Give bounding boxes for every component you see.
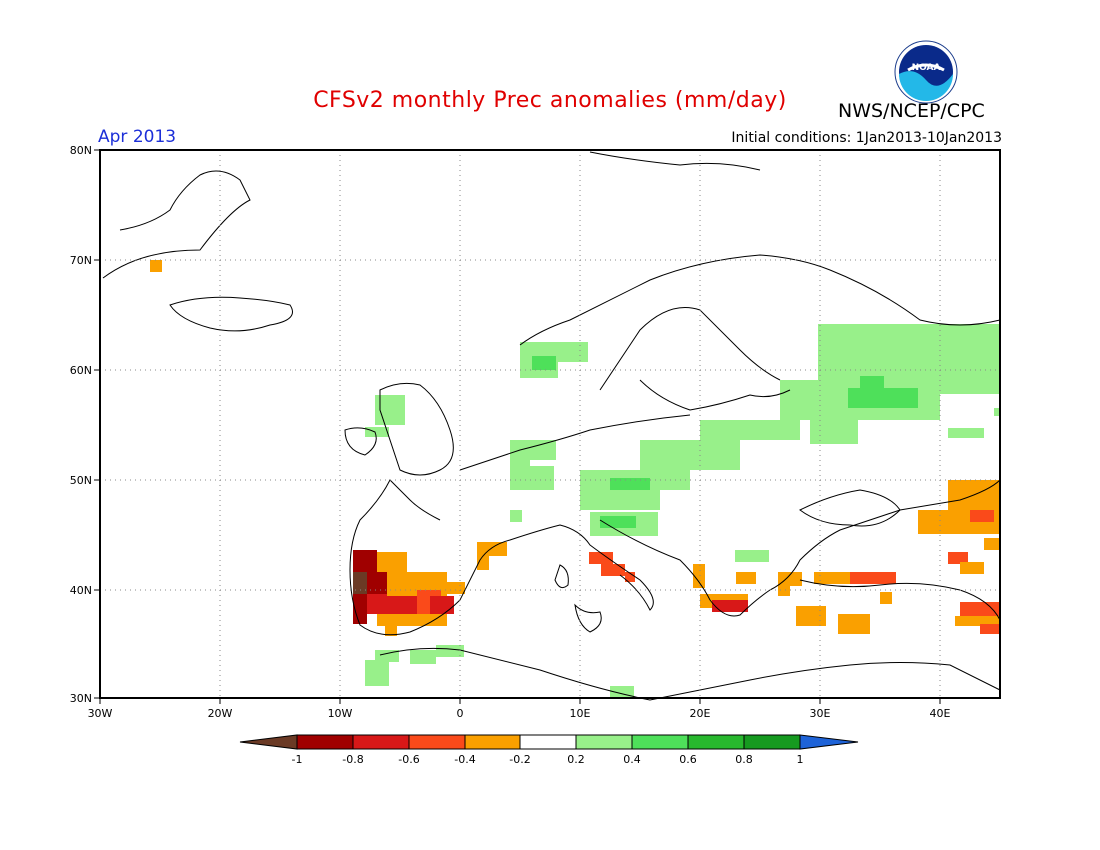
map-title: CFSv2 monthly Prec anomalies (mm/day) <box>313 88 787 113</box>
coastlines <box>102 151 1001 701</box>
colorbar-arrow-low <box>239 734 298 750</box>
colorbar-tick: -0.2 <box>509 753 530 766</box>
logo-text: NOAA <box>912 63 941 73</box>
lat-label: 30N <box>70 692 92 705</box>
lat-label: 40N <box>70 584 92 597</box>
lon-label: 40E <box>930 707 951 720</box>
noaa-logo-icon: NOAA <box>894 40 958 108</box>
anomaly-shading <box>150 260 1000 698</box>
colorbar-swatch <box>464 734 521 750</box>
colorbar-swatch <box>687 734 745 750</box>
colorbar-arrow-high <box>799 734 859 750</box>
colorbar-labels: -1 -0.8 -0.6 -0.4 -0.2 0.2 0.4 0.6 0.8 1 <box>292 753 804 766</box>
map-frame <box>99 149 1001 699</box>
lon-label: 20W <box>208 707 233 720</box>
forecast-month: Apr 2013 <box>98 127 177 147</box>
colorbar-swatch <box>743 734 801 750</box>
lat-label: 70N <box>70 254 92 267</box>
colorbar-swatch <box>519 734 577 750</box>
lat-label: 80N <box>70 144 92 157</box>
colorbar-tick: 1 <box>797 753 804 766</box>
initial-conditions: Initial conditions: 1Jan2013-10Jan2013 <box>731 130 1002 146</box>
colorbar-swatch <box>575 734 633 750</box>
colorbar-tick: 0.4 <box>623 753 641 766</box>
colorbar-tick: -0.8 <box>342 753 363 766</box>
lat-label: 60N <box>70 364 92 377</box>
graticule <box>100 150 1000 698</box>
lon-label: 10W <box>328 707 353 720</box>
lat-label: 50N <box>70 474 92 487</box>
colorbar-swatch <box>296 734 354 750</box>
longitude-labels: 30W 20W 10W 0 10E 20E 30E 40E <box>88 707 951 720</box>
colorbar-swatch <box>352 734 410 750</box>
latitude-labels: 80N 70N 60N 50N 40N 30N <box>70 144 92 705</box>
lon-label: 30E <box>810 707 831 720</box>
colorbar <box>239 734 859 750</box>
colorbar-swatch <box>408 734 466 750</box>
agency-label: NWS/NCEP/CPC <box>838 100 985 122</box>
colorbar-tick: 0.6 <box>679 753 697 766</box>
lon-label: 20E <box>690 707 711 720</box>
lon-label: 10E <box>570 707 591 720</box>
tick-marks <box>94 149 941 704</box>
colorbar-swatch <box>631 734 689 750</box>
colorbar-tick: -1 <box>292 753 303 766</box>
colorbar-tick: -0.4 <box>454 753 475 766</box>
lon-label: 30W <box>88 707 113 720</box>
colorbar-tick: 0.2 <box>567 753 585 766</box>
colorbar-tick: -0.6 <box>398 753 419 766</box>
lon-label: 0 <box>457 707 464 720</box>
colorbar-tick: 0.8 <box>735 753 753 766</box>
